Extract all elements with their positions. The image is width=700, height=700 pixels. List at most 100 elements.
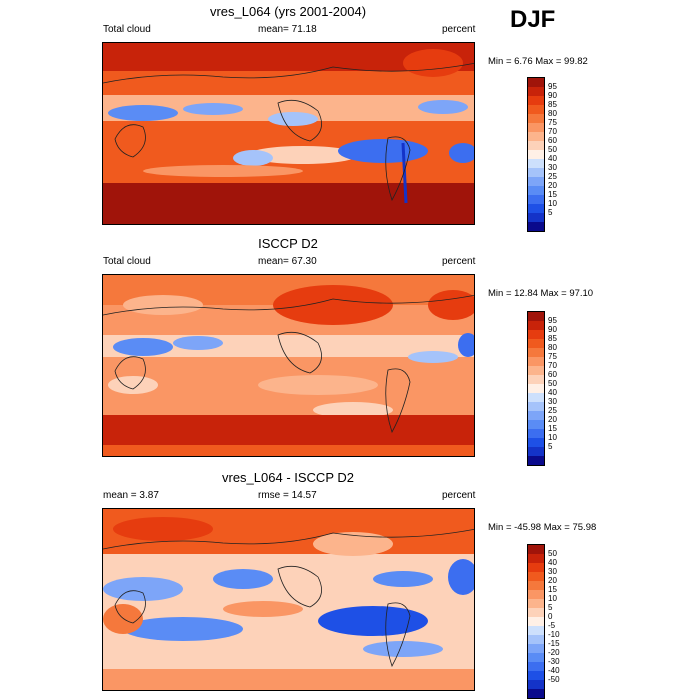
colorbar-tick-label: -15 — [548, 639, 560, 648]
panel-3-minmax: Min = -45.98 Max = 75.98 — [488, 522, 597, 533]
colorbar-tick-label: 5 — [548, 603, 553, 612]
global-map-icon — [103, 43, 474, 224]
colorbar-tick-label: 90 — [548, 325, 557, 334]
colorbar-tick-label: 30 — [548, 163, 557, 172]
colorbar-tick-label: 20 — [548, 576, 557, 585]
colorbar-tick-label: 0 — [548, 612, 553, 621]
colorbar-tick-label: 85 — [548, 334, 557, 343]
colorbar-swatch — [528, 662, 544, 671]
colorbar-tick-label: 60 — [548, 370, 557, 379]
colorbar-swatch — [528, 599, 544, 608]
colorbar-swatch — [528, 339, 544, 348]
colorbar-tick-label: 15 — [548, 585, 557, 594]
colorbar-swatch — [528, 195, 544, 204]
colorbar-swatch — [528, 375, 544, 384]
colorbar-tick-label: 70 — [548, 361, 557, 370]
panel-3-colorbar — [527, 544, 545, 699]
panel-3-left-label: mean = 3.87 — [103, 490, 159, 501]
colorbar-swatch — [528, 402, 544, 411]
colorbar-tick-label: -50 — [548, 675, 560, 684]
colorbar-swatch — [528, 186, 544, 195]
colorbar-swatch — [528, 168, 544, 177]
colorbar-swatch — [528, 321, 544, 330]
colorbar-swatch — [528, 78, 544, 87]
colorbar-tick-label: 10 — [548, 594, 557, 603]
panel-3-right-label: percent — [442, 490, 476, 501]
panel-2-right-label: percent — [442, 256, 476, 267]
colorbar-swatch — [528, 420, 544, 429]
panel-1-left-label: Total cloud — [103, 24, 151, 35]
colorbar-tick-label: 50 — [548, 145, 557, 154]
panel-1-center-label: mean= 71.18 — [258, 24, 317, 35]
colorbar-swatch — [528, 204, 544, 213]
colorbar-tick-label: 75 — [548, 118, 557, 127]
colorbar-tick-label: 80 — [548, 109, 557, 118]
colorbar-swatch — [528, 680, 544, 689]
colorbar-tick-label: 15 — [548, 424, 557, 433]
colorbar-swatch — [528, 87, 544, 96]
colorbar-tick-label: 30 — [548, 397, 557, 406]
colorbar-swatch — [528, 150, 544, 159]
colorbar-swatch — [528, 581, 544, 590]
colorbar-swatch — [528, 689, 544, 698]
colorbar-tick-label: 95 — [548, 82, 557, 91]
season-label: DJF — [510, 6, 556, 33]
global-map-icon — [103, 275, 474, 456]
colorbar-swatch — [528, 545, 544, 554]
colorbar-tick-label: 70 — [548, 127, 557, 136]
colorbar-swatch — [528, 590, 544, 599]
colorbar-tick-label: 30 — [548, 567, 557, 576]
colorbar-swatch — [528, 671, 544, 680]
colorbar-tick-label: 10 — [548, 433, 557, 442]
colorbar-tick-label: -10 — [548, 630, 560, 639]
colorbar-swatch — [528, 222, 544, 231]
colorbar-tick-label: 25 — [548, 172, 557, 181]
colorbar-swatch — [528, 554, 544, 563]
colorbar-swatch — [528, 96, 544, 105]
colorbar-swatch — [528, 348, 544, 357]
colorbar-swatch — [528, 141, 544, 150]
colorbar-swatch — [528, 617, 544, 626]
colorbar-tick-label: 40 — [548, 558, 557, 567]
panel-2-title: ISCCP D2 — [258, 236, 318, 251]
colorbar-swatch — [528, 608, 544, 617]
colorbar-tick-label: 20 — [548, 415, 557, 424]
colorbar-tick-label: 5 — [548, 208, 553, 217]
colorbar-swatch — [528, 114, 544, 123]
panel-2-colorbar — [527, 311, 545, 466]
colorbar-tick-label: 15 — [548, 190, 557, 199]
colorbar-tick-label: -30 — [548, 657, 560, 666]
colorbar-swatch — [528, 447, 544, 456]
colorbar-tick-label: 50 — [548, 549, 557, 558]
colorbar-swatch — [528, 644, 544, 653]
panel-3-title: vres_L064 - ISCCP D2 — [222, 470, 354, 485]
colorbar-swatch — [528, 438, 544, 447]
colorbar-swatch — [528, 132, 544, 141]
colorbar-swatch — [528, 105, 544, 114]
colorbar-swatch — [528, 411, 544, 420]
colorbar-tick-label: 85 — [548, 100, 557, 109]
panel-1-title: vres_L064 (yrs 2001-2004) — [209, 4, 367, 19]
colorbar-swatch — [528, 384, 544, 393]
colorbar-swatch — [528, 456, 544, 465]
panel-1-colorbar — [527, 77, 545, 232]
colorbar-tick-label: 90 — [548, 91, 557, 100]
panel-2-left-label: Total cloud — [103, 256, 151, 267]
colorbar-tick-label: 95 — [548, 316, 557, 325]
panel-1-right-label: percent — [442, 24, 476, 35]
colorbar-swatch — [528, 366, 544, 375]
panel-2-minmax: Min = 12.84 Max = 97.10 — [488, 288, 594, 299]
colorbar-swatch — [528, 429, 544, 438]
colorbar-swatch — [528, 635, 544, 644]
colorbar-swatch — [528, 653, 544, 662]
panel-3-center-label: rmse = 14.57 — [258, 490, 317, 501]
panel-1-map — [102, 42, 475, 225]
panel-2-center-label: mean= 67.30 — [258, 256, 317, 267]
colorbar-tick-label: 75 — [548, 352, 557, 361]
colorbar-swatch — [528, 159, 544, 168]
colorbar-tick-label: -20 — [548, 648, 560, 657]
colorbar-swatch — [528, 177, 544, 186]
colorbar-swatch — [528, 626, 544, 635]
colorbar-tick-label: 40 — [548, 154, 557, 163]
colorbar-swatch — [528, 563, 544, 572]
